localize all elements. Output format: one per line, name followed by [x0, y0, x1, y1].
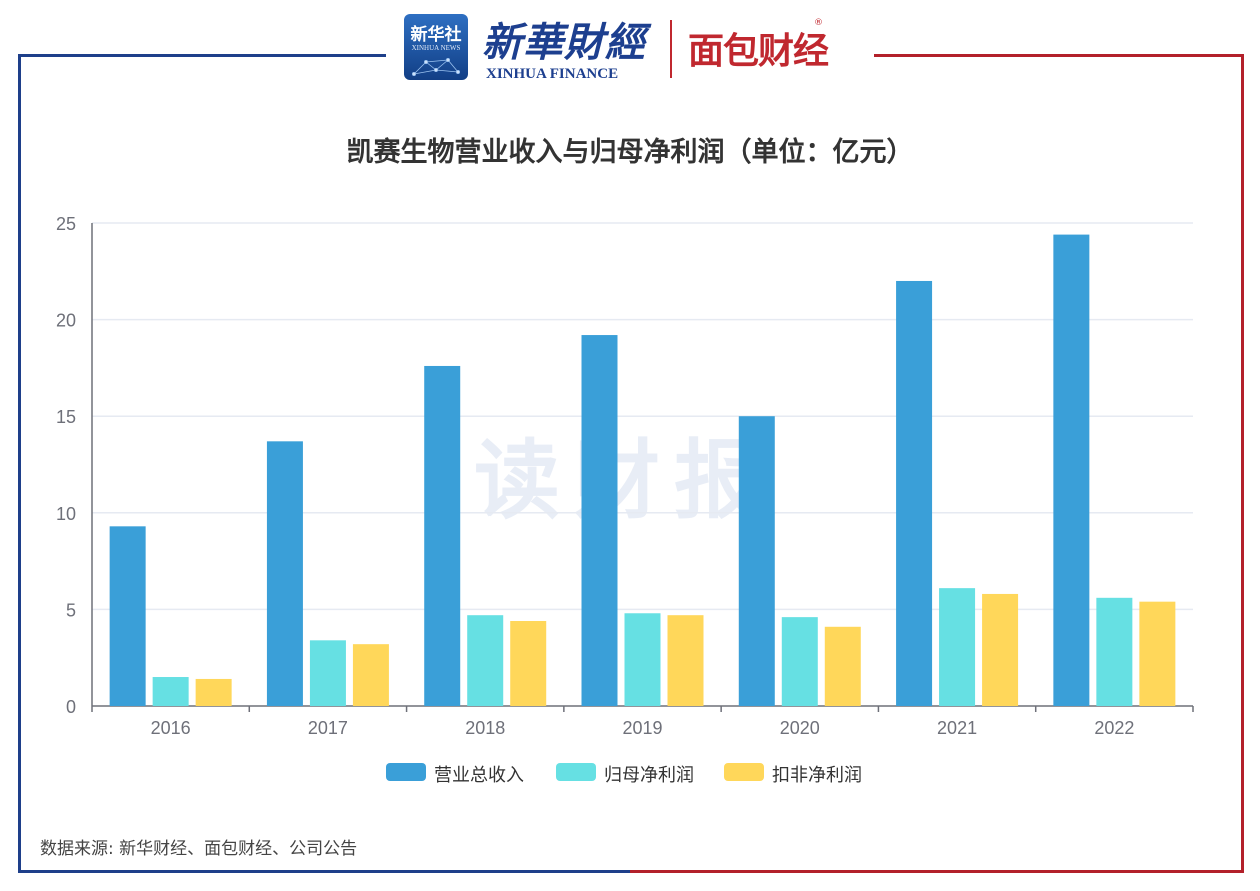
bar-net-profit-2016	[152, 677, 189, 706]
legend-swatch-deducted-profit	[724, 763, 764, 781]
legend-swatch-revenue	[386, 763, 426, 781]
bar-revenue-2020	[738, 416, 775, 706]
bar-deducted-profit-2016	[195, 678, 232, 706]
x-tick-label: 2019	[622, 718, 662, 738]
bar-deducted-profit-2022	[1139, 601, 1176, 706]
bar-revenue-2016	[109, 526, 146, 706]
y-tick-label: 10	[56, 504, 76, 524]
x-tick-label: 2018	[465, 718, 505, 738]
x-tick-label: 2017	[308, 718, 348, 738]
xinhua-news-logo: 新华社 XINHUA NEWS	[404, 14, 468, 80]
bar-net-profit-2020	[781, 617, 818, 706]
legend-swatch-net-profit	[556, 763, 596, 781]
frame-right	[1241, 54, 1244, 873]
x-tick-label: 2020	[780, 718, 820, 738]
logo-divider	[670, 20, 672, 78]
legend-label-net-profit: 归母净利润	[604, 765, 694, 786]
bar-net-profit-2017	[309, 640, 346, 706]
x-tick-label: 2022	[1094, 718, 1134, 738]
bar-deducted-profit-2019	[667, 615, 704, 706]
y-tick-label: 15	[56, 407, 76, 427]
frame-bottom-right	[630, 870, 1244, 873]
bar-revenue-2022	[1053, 234, 1090, 707]
xinhua-finance-en: XINHUA FINANCE	[486, 66, 619, 82]
y-tick-label: 25	[56, 214, 76, 234]
mianbao-brand-logo: 面包财经	[688, 31, 829, 72]
frame-top-left	[18, 54, 386, 57]
globe-network-icon	[412, 58, 461, 76]
data-source-note: 数据来源: 新华财经、面包财经、公司公告	[40, 839, 358, 859]
bar-revenue-2019	[581, 335, 618, 706]
bar-net-profit-2018	[467, 615, 504, 706]
bar-revenue-2017	[266, 441, 303, 706]
y-tick-label: 5	[66, 600, 76, 620]
frame-left	[18, 54, 21, 872]
legend-label-deducted-profit: 扣非净利润	[772, 765, 862, 786]
bar-net-profit-2021	[939, 588, 976, 706]
frame-top-right	[874, 54, 1244, 57]
bar-deducted-profit-2020	[824, 626, 861, 706]
registered-mark: ®	[814, 18, 823, 28]
bar-deducted-profit-2017	[352, 644, 389, 706]
xinhua-finance-logo: 新華財經 XINHUA FINANCE	[482, 10, 652, 84]
x-tick-label: 2021	[937, 718, 977, 738]
bar-deducted-profit-2018	[510, 620, 547, 706]
xinhua-logo-subtext: XINHUA NEWS	[411, 44, 461, 52]
bar-revenue-2018	[424, 365, 461, 706]
bar-revenue-2021	[896, 280, 933, 706]
frame-bottom-left	[18, 870, 630, 873]
brand-header: 新华社 XINHUA NEWS 新華財經 XINHUA FINANCE 面包财经…	[396, 8, 866, 86]
legend-label-revenue: 营业总收入	[434, 765, 524, 786]
x-tick-label: 2016	[151, 718, 191, 738]
bar-deducted-profit-2021	[982, 593, 1019, 706]
xinhua-finance-cn: 新華財經	[482, 19, 646, 66]
bar-net-profit-2022	[1096, 597, 1133, 706]
xinhua-logo-text: 新华社	[410, 25, 462, 45]
y-tick-label: 0	[66, 697, 76, 717]
y-tick-label: 20	[56, 311, 76, 331]
bar-net-profit-2019	[624, 613, 661, 706]
chart-title: 凯赛生物营业收入与归母净利润（单位：亿元）	[346, 137, 914, 168]
